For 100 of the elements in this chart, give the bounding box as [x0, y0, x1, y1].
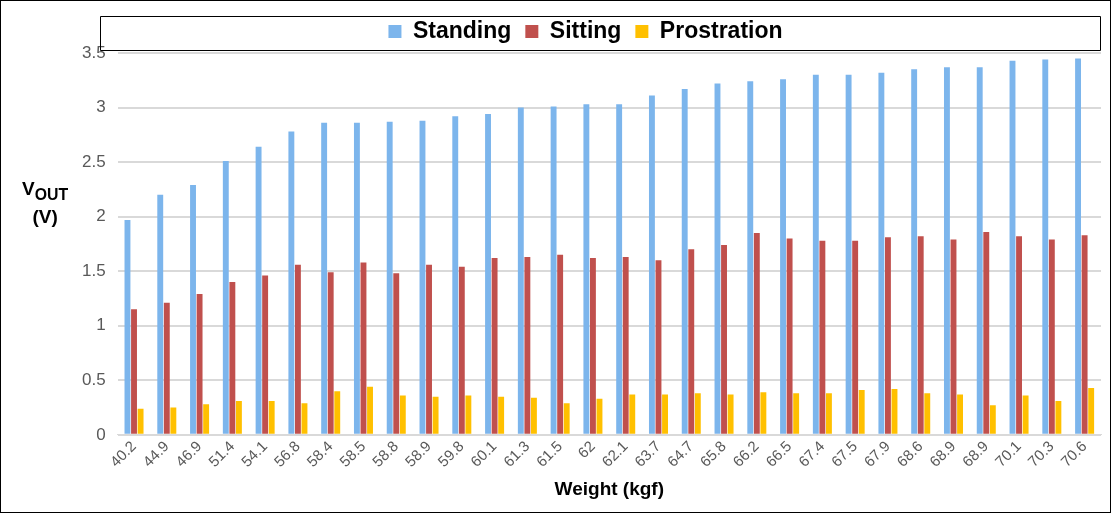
bar — [196, 294, 203, 434]
bar — [288, 131, 295, 434]
bar — [917, 236, 924, 434]
bar — [957, 394, 963, 434]
bar — [190, 185, 196, 434]
bar — [157, 194, 164, 434]
bar — [793, 393, 800, 434]
y-axis-title: V$_{OUT}$ (V) — [22, 178, 69, 228]
bar — [1055, 401, 1062, 434]
bar — [517, 107, 524, 434]
y-tick-label: 1 — [96, 315, 106, 335]
x-tick-label: 66.2 — [729, 437, 762, 470]
x-tick-label: 61.5 — [532, 437, 566, 470]
bar — [229, 282, 236, 434]
x-tick-label: 44.9 — [139, 437, 172, 470]
bar — [131, 309, 137, 434]
bar — [222, 161, 229, 434]
bar — [753, 233, 760, 434]
bar — [452, 116, 459, 434]
legend-label: Prostration — [659, 16, 783, 43]
legend-label: Sitting — [549, 16, 622, 43]
bar — [976, 67, 983, 434]
bar — [589, 258, 596, 434]
bar — [321, 122, 328, 434]
bar — [386, 121, 393, 434]
bar — [911, 69, 918, 434]
bar — [498, 396, 505, 434]
bar — [681, 89, 688, 434]
bar — [884, 237, 891, 434]
bar — [852, 240, 859, 434]
bar — [825, 393, 832, 434]
bar — [393, 273, 400, 434]
bar — [235, 401, 242, 434]
x-tick-label: 67.4 — [794, 437, 828, 470]
bar — [1075, 58, 1082, 434]
bar — [353, 122, 360, 434]
x-tick-label: 67.9 — [860, 437, 893, 470]
bar — [367, 386, 373, 434]
y-tick-label: 0 — [96, 424, 106, 444]
bar — [727, 394, 734, 434]
bar — [845, 74, 852, 434]
bar — [557, 254, 564, 434]
bar — [1042, 59, 1049, 434]
bar — [255, 146, 262, 434]
x-tick-label: 67.5 — [827, 437, 861, 470]
bar — [629, 394, 636, 434]
bar — [812, 74, 819, 434]
bar — [1016, 236, 1022, 434]
bar — [163, 302, 170, 434]
bar — [943, 67, 950, 434]
bar — [858, 390, 865, 434]
bar — [262, 275, 269, 434]
bar — [622, 257, 629, 434]
bar — [983, 231, 990, 434]
x-tick-label: 70.6 — [1056, 437, 1090, 470]
bar — [491, 258, 498, 434]
bar — [465, 395, 472, 434]
bar — [268, 401, 275, 434]
x-tick-label: 61.3 — [499, 437, 533, 470]
bar — [170, 407, 177, 434]
bar — [458, 266, 465, 434]
y-tick-label: 1.5 — [81, 260, 106, 280]
y-tick-label: 3 — [96, 97, 106, 117]
bar — [1048, 239, 1055, 434]
bar — [530, 397, 537, 434]
legend-label: Standing — [412, 16, 512, 43]
bar — [583, 104, 590, 434]
bar — [616, 104, 623, 434]
bar — [747, 81, 754, 434]
x-tick-label: 68.6 — [893, 437, 926, 470]
bar — [721, 245, 727, 434]
bar — [1088, 387, 1095, 434]
bar — [662, 394, 668, 434]
bar — [485, 114, 491, 434]
y-tick-label: 0.5 — [81, 369, 106, 389]
bar — [760, 392, 767, 434]
bar — [563, 403, 570, 434]
bar — [648, 95, 655, 434]
x-tick-label: 68.9 — [925, 437, 959, 470]
bar — [399, 395, 406, 434]
bar — [524, 257, 531, 434]
bar — [819, 240, 826, 434]
bar — [327, 272, 334, 434]
bar — [688, 249, 695, 434]
bar — [989, 405, 996, 434]
bar — [334, 391, 341, 434]
x-tick-label: 40.2 — [106, 437, 140, 470]
x-tick-label: 60.1 — [466, 437, 500, 470]
bar — [203, 404, 210, 434]
bar — [426, 264, 432, 434]
bar — [1022, 395, 1029, 434]
x-tick-label: 62.1 — [598, 437, 631, 470]
y-tick-label: 3.5 — [81, 42, 106, 62]
x-tick-label: 68.9 — [958, 437, 992, 470]
bar — [1081, 235, 1088, 434]
x-tick-label: 46.9 — [171, 437, 205, 470]
bar — [550, 106, 557, 434]
bar — [924, 393, 931, 434]
bar — [294, 264, 301, 434]
x-tick-label: 65.8 — [696, 437, 730, 470]
